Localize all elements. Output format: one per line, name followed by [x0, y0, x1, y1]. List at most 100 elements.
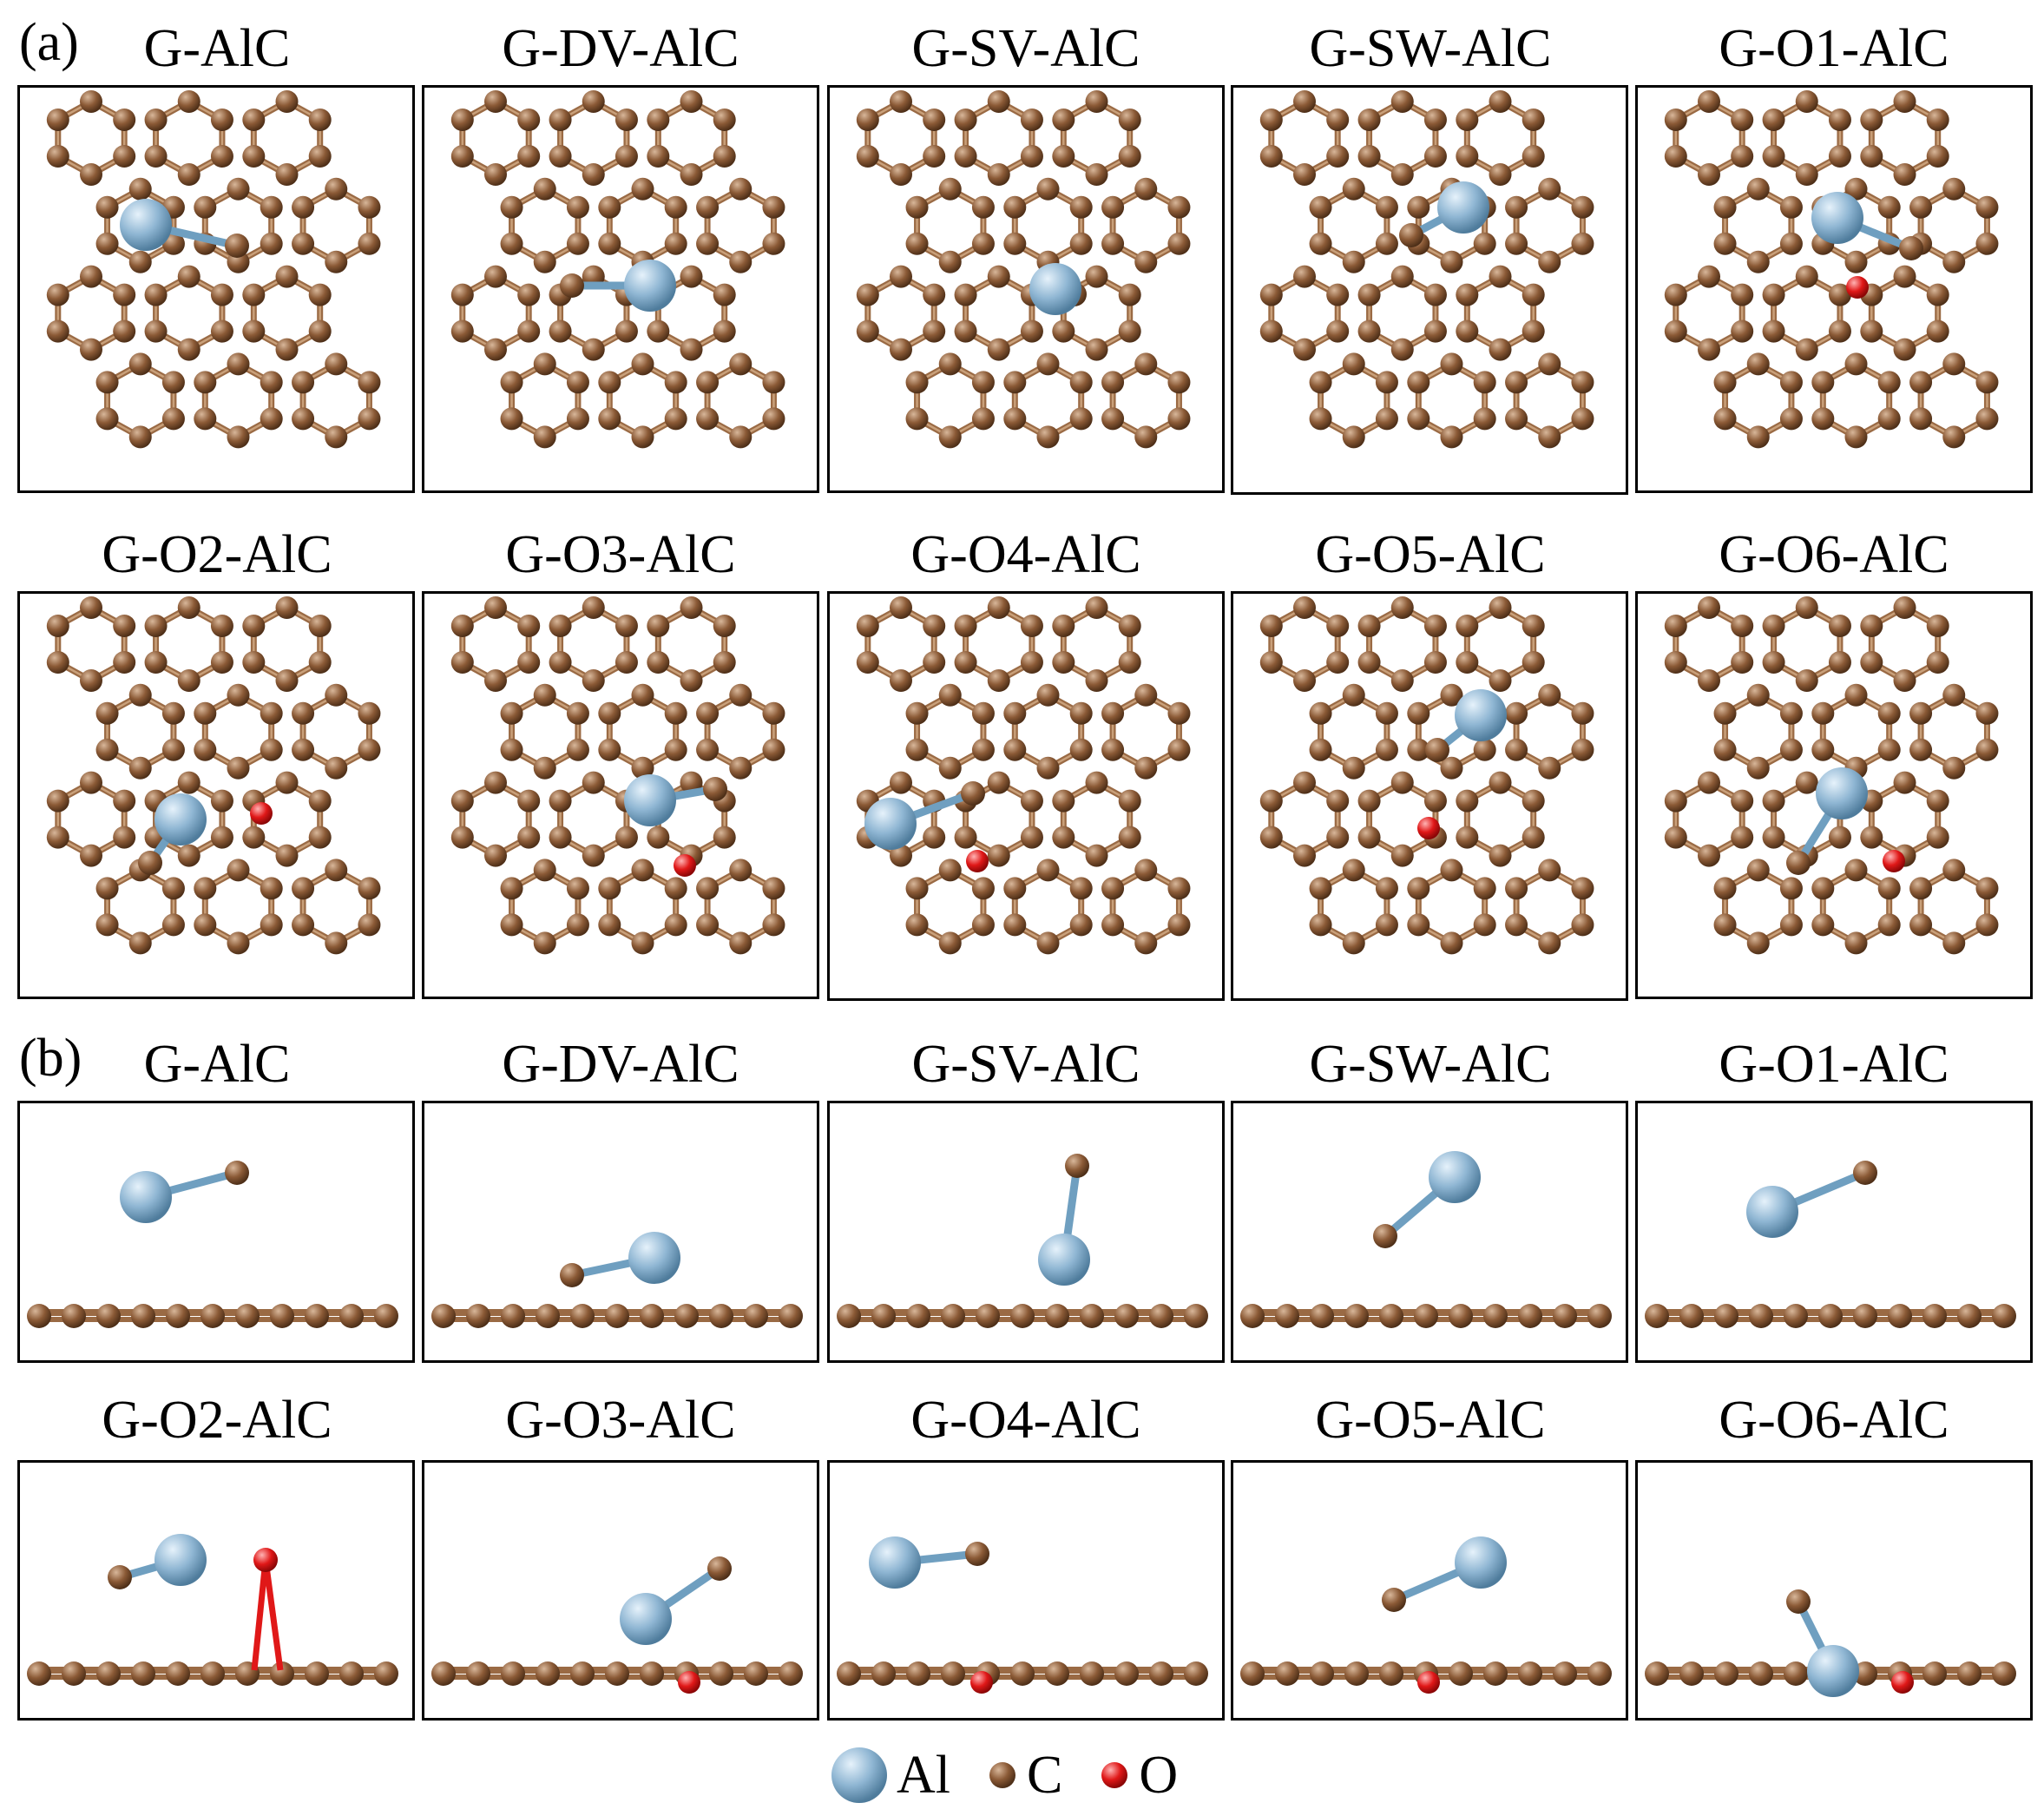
carbon-atom — [1020, 651, 1043, 674]
aluminum-atom — [1455, 1536, 1507, 1589]
carbon-atom — [1390, 163, 1414, 186]
carbon-atom — [680, 163, 703, 186]
carbon-atom — [582, 771, 605, 794]
carbon-atom — [1698, 669, 1720, 692]
top-view-structure — [1259, 596, 1594, 955]
carbon-atom — [1036, 352, 1060, 376]
carbon-atom — [923, 615, 946, 637]
carbon-atom — [1390, 265, 1414, 288]
carbon-atom — [871, 1661, 896, 1686]
side-view-structure — [27, 1534, 398, 1686]
carbon-atom — [358, 913, 381, 937]
carbon-atom — [275, 265, 299, 288]
carbon-atom — [923, 319, 946, 343]
carbon-atom — [1357, 109, 1381, 131]
top-view-panel-9 — [1231, 591, 1628, 1001]
aluminum-atom — [1811, 192, 1863, 244]
carbon-atom — [1473, 738, 1496, 761]
a-title-6: G-O2-AlC — [102, 525, 332, 584]
carbon-atom — [1942, 683, 1966, 707]
carbon-atom — [308, 319, 332, 343]
carbon-atom — [1423, 283, 1447, 306]
carbon-atom — [696, 407, 720, 431]
side-view-structure — [1240, 1536, 1612, 1694]
a-title-1: G-AlC — [143, 19, 291, 78]
carbon-atom — [1134, 352, 1158, 376]
carbon-atom — [1293, 596, 1316, 619]
carbon-atom — [664, 407, 687, 431]
carbon-atom — [987, 338, 1010, 361]
carbon-atom — [1811, 877, 1835, 900]
carbon-atom — [1293, 844, 1316, 867]
carbon-atom — [292, 701, 315, 725]
carbon-atom — [128, 931, 152, 955]
carbon-atom — [1342, 177, 1365, 201]
carbon-adatom — [703, 777, 727, 801]
top-view-structure — [856, 596, 1191, 955]
b-title-3: G-SV-AlC — [911, 1035, 1140, 1094]
carbon-atom — [1844, 425, 1868, 449]
carbon-atom — [1375, 913, 1398, 937]
carbon-atom — [1538, 425, 1561, 449]
carbon-atom — [46, 109, 69, 131]
carbon-atom — [674, 1304, 699, 1328]
carbon-atom — [1342, 250, 1365, 273]
carbon-atom — [95, 371, 119, 394]
carbon-atom — [1992, 1304, 2016, 1328]
carbon-atom — [631, 756, 654, 780]
carbon-atom — [161, 407, 185, 431]
carbon-atom — [113, 109, 136, 131]
carbon-atom — [713, 145, 736, 168]
carbon-atom — [837, 1304, 861, 1328]
carbon-atom — [1456, 615, 1479, 637]
carbon-atom — [1818, 1304, 1843, 1328]
carbon-atom — [582, 338, 605, 361]
side-view-panel-8 — [827, 1460, 1225, 1721]
carbon-atom — [1342, 352, 1365, 376]
a-title-4: G-SW-AlC — [1309, 19, 1552, 78]
carbon-atom — [1342, 756, 1365, 780]
carbon-atom — [938, 683, 962, 707]
carbon-atom — [566, 913, 589, 937]
carbon-atom — [113, 651, 136, 674]
carbon-atom — [1003, 195, 1027, 219]
carbon-atom — [1407, 913, 1430, 937]
carbon-atom — [517, 826, 541, 849]
carbon-atom — [450, 109, 474, 131]
carbon-atom — [1309, 877, 1332, 900]
carbon-atom — [1134, 250, 1158, 273]
carbon-atom — [1101, 371, 1125, 394]
carbon-atom — [1118, 283, 1141, 306]
carbon-atom — [1407, 877, 1430, 900]
b-title-1: G-AlC — [143, 1035, 291, 1094]
carbon-atom — [1713, 232, 1737, 255]
carbon-atom — [1664, 826, 1687, 849]
carbon-atom — [566, 407, 589, 431]
carbon-adatom — [1373, 1224, 1397, 1248]
carbon-atom — [533, 250, 556, 273]
carbon-atom — [177, 669, 200, 692]
carbon-atom — [1922, 1661, 1947, 1686]
carbon-atom — [1309, 371, 1332, 394]
carbon-atom — [779, 1661, 803, 1686]
carbon-atom — [1293, 265, 1316, 288]
carbon-atom — [1101, 877, 1125, 900]
carbon-atom — [1893, 669, 1916, 692]
carbon-atom — [46, 319, 69, 343]
b-title-4: G-SW-AlC — [1309, 1035, 1552, 1094]
carbon-atom — [1036, 756, 1060, 780]
carbon-atom — [779, 1304, 803, 1328]
carbon-atom — [1118, 109, 1141, 131]
carbon-atom — [1844, 177, 1868, 201]
carbon-atom — [484, 596, 507, 619]
carbon-atom — [1407, 407, 1430, 431]
carbon-atom — [1357, 283, 1381, 306]
carbon-atom — [1571, 738, 1594, 761]
carbon-atom — [1746, 177, 1770, 201]
b-title-6: G-O2-AlC — [102, 1391, 332, 1450]
side-view-structure — [1240, 1151, 1612, 1328]
carbon-atom — [517, 319, 541, 343]
carbon-atom — [128, 352, 152, 376]
carbon-atom — [1828, 145, 1851, 168]
carbon-atom — [1521, 319, 1545, 343]
